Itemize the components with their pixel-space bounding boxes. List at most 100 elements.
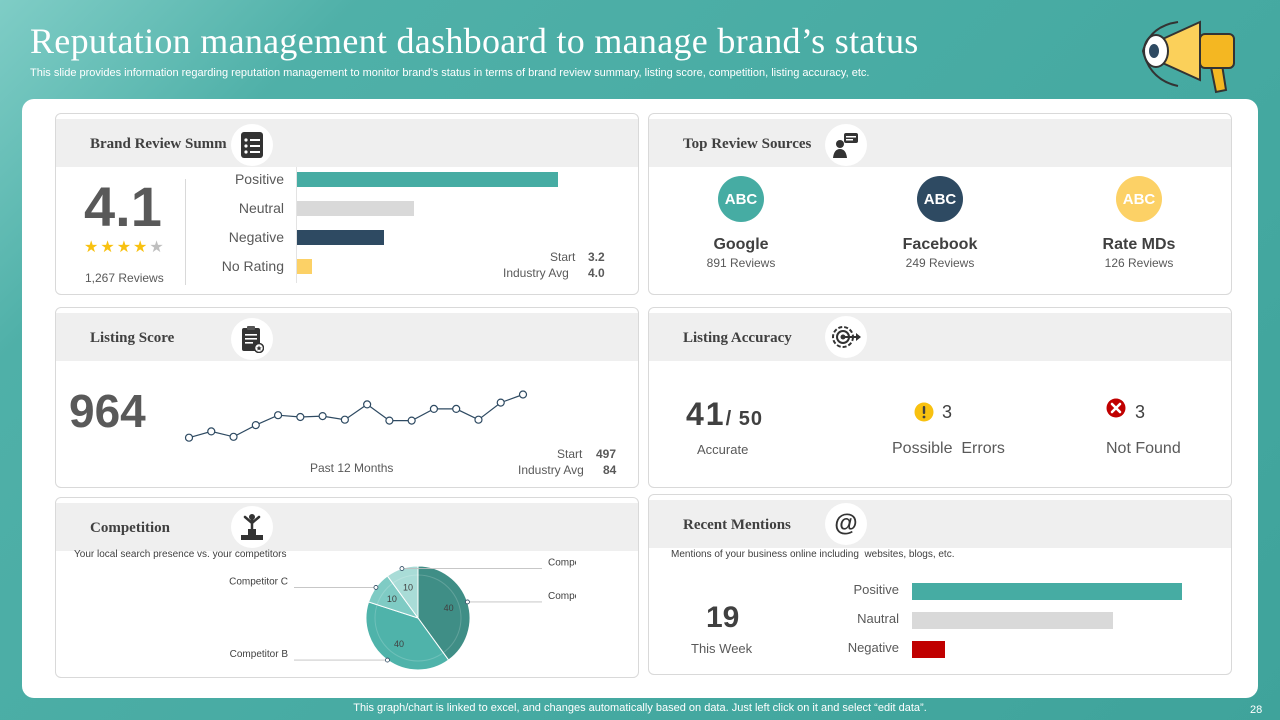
data-point xyxy=(429,404,439,414)
star-filled-icon: ★ xyxy=(116,239,134,256)
industry-avg-value: 84 xyxy=(603,463,617,477)
panel-header xyxy=(56,313,638,361)
data-point xyxy=(385,416,394,425)
mention-bar-label: Nautral xyxy=(857,611,899,626)
accurate-denominator: / 50 xyxy=(725,408,763,430)
footer-note: This graph/chart is linked to excel, and… xyxy=(353,702,927,714)
mention-bar xyxy=(912,583,1182,600)
pie-category-label: Competitor B xyxy=(230,649,289,660)
checklist-badge xyxy=(231,124,273,166)
mention-bar xyxy=(912,612,1113,629)
top-review-sources-panel: Top Review Sources ABC Google 891 Reviews A… xyxy=(648,113,1232,295)
panel-header xyxy=(649,500,1231,548)
divider xyxy=(185,179,186,285)
panel-title: Listing Accuracy xyxy=(683,330,792,346)
star-filled-icon: ★ xyxy=(133,239,150,256)
error-x-icon xyxy=(1106,398,1126,418)
data-point xyxy=(340,415,349,424)
mentions-period: This Week xyxy=(691,641,753,656)
slide-subtitle: This slide provides information regardin… xyxy=(30,67,870,79)
star-empty-icon: ★ xyxy=(149,239,166,256)
pie-value-label: 40 xyxy=(444,603,454,613)
megaphone-icon xyxy=(1141,20,1235,94)
reviewer-badge xyxy=(825,124,867,166)
data-point xyxy=(363,400,372,409)
slide-title: Reputation management dashboard to manag… xyxy=(30,21,919,61)
reviewer-icon xyxy=(833,133,858,158)
start-value: 497 xyxy=(596,447,617,461)
not-found-value: 3 xyxy=(1135,402,1146,422)
data-point xyxy=(452,404,461,414)
at-sign-badge: @ xyxy=(825,503,867,545)
panel-header xyxy=(649,119,1231,167)
pie-value-label: 10 xyxy=(387,594,397,604)
accurate-label: Accurate xyxy=(697,442,749,457)
listing-accuracy-panel: Listing Accuracy 41/ 50 Accurate 3 Possi… xyxy=(648,307,1232,488)
mention-bar xyxy=(912,641,945,658)
accurate-count: 41/ 50 xyxy=(686,396,763,433)
at-sign-icon: @ xyxy=(834,510,858,537)
source-name: Rate MDs xyxy=(1102,236,1176,253)
data-point xyxy=(496,398,505,407)
accurate-numerator: 41 xyxy=(686,396,726,432)
pie-category-label: Competitor C xyxy=(229,576,288,587)
series-line xyxy=(188,393,524,439)
start-label: Start xyxy=(557,447,583,461)
source-review-count: 249 Reviews xyxy=(905,256,975,270)
industry-avg-label: Industry Avg xyxy=(503,266,569,280)
listing-score-line-chart xyxy=(184,390,528,442)
competition-panel: Competition Your local search presence v… xyxy=(55,497,639,678)
star-filled-icon: ★ xyxy=(84,239,101,256)
callout-dot xyxy=(385,657,390,663)
review-bar-label: Neutral xyxy=(238,200,284,216)
possible-errors-label: Possible Errors xyxy=(892,440,1005,457)
panel-title: Competition xyxy=(90,520,170,536)
line-chart-period: Past 12 Months xyxy=(310,461,394,475)
panel-title: Brand Review Summ xyxy=(90,136,227,152)
start-label: Start xyxy=(550,250,576,264)
mentions-subtitle: Mentions of your business online includi… xyxy=(671,549,955,560)
data-point xyxy=(407,416,416,425)
competition-pie-chart: 40 40 10 10 Competitor A Competitor B Competit… xyxy=(229,558,576,671)
data-point xyxy=(207,427,216,436)
source-logo-icon: ABC xyxy=(718,176,764,222)
listing-score-panel: Listing Score 964 Past 12 Months Start 4… xyxy=(55,307,639,488)
panel-title: Listing Score xyxy=(90,330,175,346)
review-bar-label: No Rating xyxy=(221,258,284,274)
pie-ring xyxy=(374,574,462,662)
data-point xyxy=(251,420,260,430)
industry-avg-label: Industry Avg xyxy=(518,463,584,477)
warning-icon xyxy=(914,402,934,422)
data-point xyxy=(184,433,194,442)
pie-value-label: 10 xyxy=(403,582,413,592)
industry-avg-value: 4.0 xyxy=(588,266,605,280)
checklist-icon xyxy=(241,132,263,158)
callout-dot xyxy=(399,566,405,571)
source-name: Facebook xyxy=(902,236,978,253)
data-point xyxy=(318,411,327,421)
pie-value-label: 40 xyxy=(394,639,404,649)
data-point xyxy=(296,412,305,422)
panel-header xyxy=(56,503,638,551)
review-count: 1,267 Reviews xyxy=(85,271,164,285)
panel-header xyxy=(649,313,1231,361)
review-bar xyxy=(297,201,414,216)
brand-review-panel: Brand Review Summ 4.1 ★★★★★ 1,267 Review… xyxy=(55,113,639,295)
trophy-badge xyxy=(231,506,273,548)
review-bar-label: Negative xyxy=(228,229,284,245)
not-found-label: Not Found xyxy=(1106,440,1181,457)
review-bar xyxy=(297,230,384,245)
mention-bar-label: Negative xyxy=(847,640,899,655)
mention-bar-label: Positive xyxy=(853,582,899,597)
source-logo-icon: ABC xyxy=(1116,176,1162,222)
source-logo-icon: ABC xyxy=(917,176,963,222)
data-point xyxy=(273,411,283,420)
dashboard-canvas: Brand Review Summ 4.1 ★★★★★ 1,267 Review… xyxy=(22,99,1258,698)
pie-category-label: Competitor A xyxy=(548,591,576,602)
start-value: 3.2 xyxy=(588,250,605,264)
target-icon xyxy=(832,326,861,348)
possible-errors-value: 3 xyxy=(942,402,953,422)
panel-title: Recent Mentions xyxy=(683,517,791,533)
data-point xyxy=(518,390,528,399)
target-badge xyxy=(825,316,867,358)
